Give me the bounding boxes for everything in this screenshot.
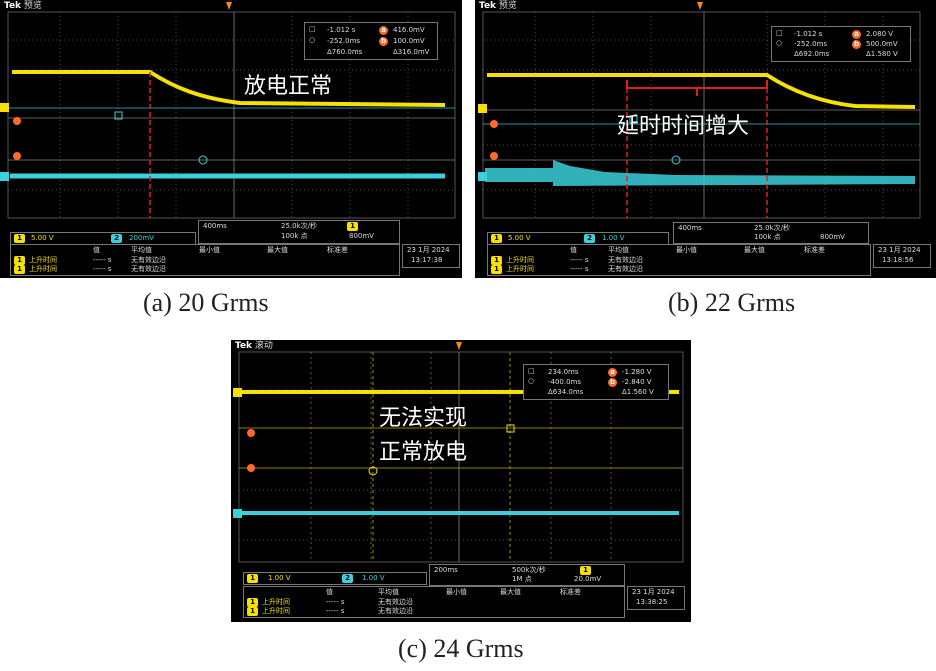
horizontal-settings-c[interactable]: 200ms 500k次/秒 1M 点 1 20.0mV bbox=[429, 564, 625, 586]
measurement-table-c: 值 平均值 最小值 最大值 标准差 1 上升时间 ----- s 无有效边沿 1… bbox=[243, 586, 625, 618]
waveform-display-a bbox=[0, 2, 456, 219]
scope-panel-b: Tek 预览 □ -1.012 s ○ -252.0ms Δ692.0ms a … bbox=[475, 0, 936, 278]
brand-label-c: Tek 滚动 bbox=[235, 341, 273, 351]
brand-label-a: Tek 预览 bbox=[4, 1, 42, 11]
annotation-c-line1: 无法实现 bbox=[379, 406, 468, 431]
measurement-table-b: 值 平均值 最小值 最大值 标准差 1 上升时间 ----- s 无有效边沿 1… bbox=[487, 244, 871, 276]
ch1-waveform-b bbox=[487, 73, 916, 109]
ch2-waveform-b bbox=[553, 160, 915, 186]
cursor-readout-b: □ -1.012 s ○ -252.0ms Δ692.0ms a 2.080 V… bbox=[771, 26, 911, 62]
annotation-c-line2: 正常放电 bbox=[379, 440, 468, 465]
measurement-table-a: 值 平均值 最小值 最大值 标准差 1 上升时间 ----- s 无有效边沿 1… bbox=[10, 244, 400, 276]
horizontal-settings-a[interactable]: 400ms 25.0k次/秒 100k 点 1 800mV bbox=[198, 220, 400, 244]
scope-panel-c: Tek 滚动 □ 234.0ms ○ -400.0ms Δ634.0ms a -… bbox=[231, 340, 691, 622]
datetime-a: 23 1月 2024 13:17:38 bbox=[402, 244, 460, 268]
cursor-readout-c: □ 234.0ms ○ -400.0ms Δ634.0ms a -1.280 V… bbox=[523, 364, 669, 400]
cursor-readout-a: □ -1.012 s ○ -252.0ms Δ760.0ms a 416.0mV… bbox=[304, 22, 438, 60]
caption-b: (b) 22 Grms bbox=[668, 288, 796, 317]
annotation-b: 延时时间增大 bbox=[617, 114, 750, 139]
channel-scale-bar-c[interactable]: 1 1.00 V 2 1.00 V bbox=[243, 572, 427, 585]
channel-scale-bar-b[interactable]: 1 5.00 V 2 1.00 V bbox=[487, 232, 669, 245]
annotation-a: 放电正常 bbox=[244, 74, 333, 99]
channel-scale-bar-a[interactable]: 1 5.00 V 2 200mV bbox=[10, 232, 196, 245]
datetime-c: 23 1月 2024 13:38:25 bbox=[627, 586, 685, 610]
caption-c: (c) 24 Grms bbox=[398, 634, 524, 663]
brand-label-b: Tek 预览 bbox=[479, 1, 517, 11]
datetime-b: 23 1月 2024 13:18:56 bbox=[873, 244, 931, 268]
scope-panel-a: Tek 预览 □ -1.012 s ○ -252.0ms Δ760.0ms a … bbox=[0, 0, 462, 278]
caption-a: (a) 20 Grms bbox=[143, 288, 269, 317]
horizontal-settings-b[interactable]: 400ms 25.0k次/秒 100k 点 800mV bbox=[673, 222, 869, 244]
ch1-waveform-a bbox=[12, 70, 446, 107]
